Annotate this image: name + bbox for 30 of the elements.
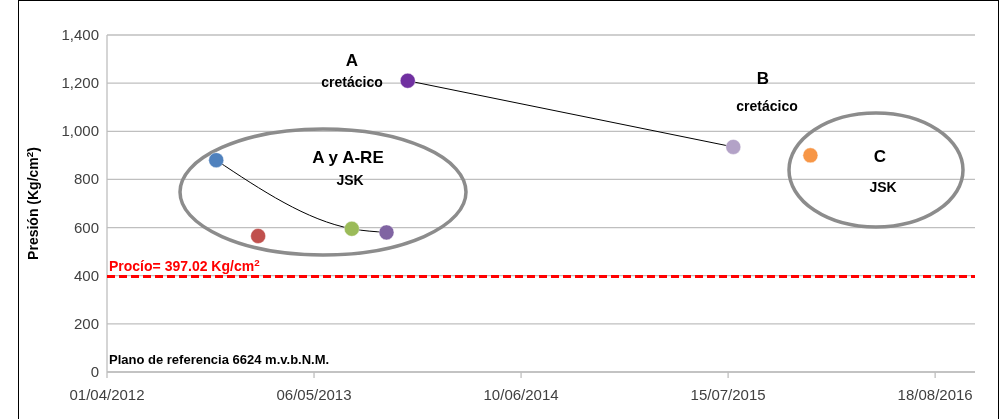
- x-tick-label: 15/07/2015: [690, 386, 766, 403]
- annotation: B: [756, 68, 770, 88]
- x-tick-label: 18/08/2016: [897, 386, 973, 403]
- annotation: cretácico: [736, 97, 798, 114]
- annotation: A: [345, 50, 359, 70]
- annotation: JSK: [336, 171, 364, 188]
- y-tick-label: 600: [73, 218, 99, 236]
- x-tick-label: 06/05/2013: [276, 386, 352, 403]
- point: [802, 147, 819, 164]
- point: [208, 152, 225, 169]
- point: [250, 228, 267, 244]
- point: [343, 220, 360, 237]
- point: [725, 138, 742, 155]
- ref-line-label: Procío= 397.02 Kg/cm$^{2}$: [109, 256, 261, 275]
- y-tick-label: 1,400: [61, 26, 99, 43]
- y-tick-label: 200: [73, 314, 99, 332]
- y-tick-label: 1,200: [61, 74, 99, 92]
- y-tick-label: 400: [73, 266, 99, 284]
- y-tick-label: 800: [73, 170, 99, 188]
- x-tick-label: 01/04/2012: [69, 386, 145, 403]
- annotation: C: [873, 146, 887, 166]
- annotation: Plano de referencia 6624 m.v.b.N.M.: [109, 352, 330, 367]
- y-tick-label: 1,000: [61, 122, 99, 140]
- annotation: cretácico: [321, 73, 383, 90]
- annotation: A y A-RE: [312, 147, 384, 167]
- x-tick-label: 10/06/2014: [483, 386, 559, 403]
- point: [378, 224, 395, 241]
- point: [399, 72, 416, 89]
- y-tick-label: 0: [90, 363, 99, 380]
- annotation: JSK: [869, 178, 897, 195]
